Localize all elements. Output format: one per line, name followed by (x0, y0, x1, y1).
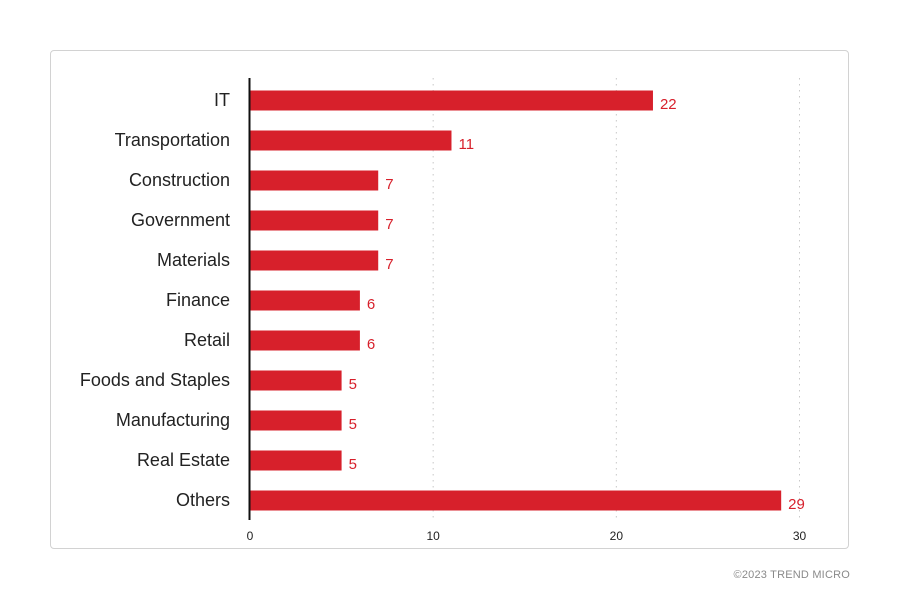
value-label: 5 (349, 416, 357, 433)
category-label: Real Estate (137, 450, 230, 470)
bar-government (250, 210, 379, 231)
value-label: 6 (367, 336, 375, 353)
value-label: 7 (385, 176, 393, 193)
bar-finance (250, 290, 360, 311)
value-label: 5 (349, 456, 357, 473)
category-label: Government (131, 210, 230, 230)
bar-retail (250, 330, 360, 351)
category-label: Materials (157, 250, 230, 270)
bar-real-estate (250, 450, 342, 471)
category-label: Transportation (115, 130, 230, 150)
x-tick-label: 20 (610, 529, 624, 543)
value-labels: 22 11 7 7 7 6 6 5 5 5 29 (349, 96, 805, 513)
copyright-text: ©2023 TREND MICRO (733, 569, 850, 581)
bar-foods-and-staples (250, 370, 342, 391)
bar-it (250, 90, 653, 111)
x-tick-label: 30 (793, 529, 807, 543)
value-label: 29 (788, 496, 805, 513)
value-label: 7 (385, 216, 393, 233)
value-label: 22 (660, 96, 677, 113)
category-label: Retail (184, 330, 230, 350)
bar-manufacturing (250, 410, 342, 431)
category-labels: IT Transportation Construction Government Ma… (80, 90, 230, 510)
grid-lines (432, 78, 800, 520)
x-tick-label: 0 (247, 529, 254, 543)
bar-materials (250, 250, 379, 271)
category-label: Others (176, 490, 230, 510)
value-label: 7 (385, 256, 393, 273)
x-tick-label: 10 (426, 529, 440, 543)
category-label: Manufacturing (116, 410, 230, 430)
bar-construction (250, 170, 379, 191)
x-tick-labels: 0 10 20 30 (247, 529, 807, 543)
category-label: Finance (166, 290, 230, 310)
category-label: IT (214, 90, 230, 110)
bar-transportation (250, 130, 452, 151)
bar-others (250, 490, 782, 511)
bars (250, 90, 782, 511)
value-label: 11 (458, 136, 474, 153)
value-label: 5 (349, 376, 357, 393)
value-label: 6 (367, 296, 375, 313)
category-label: Foods and Staples (80, 370, 230, 390)
category-label: Construction (129, 170, 230, 190)
